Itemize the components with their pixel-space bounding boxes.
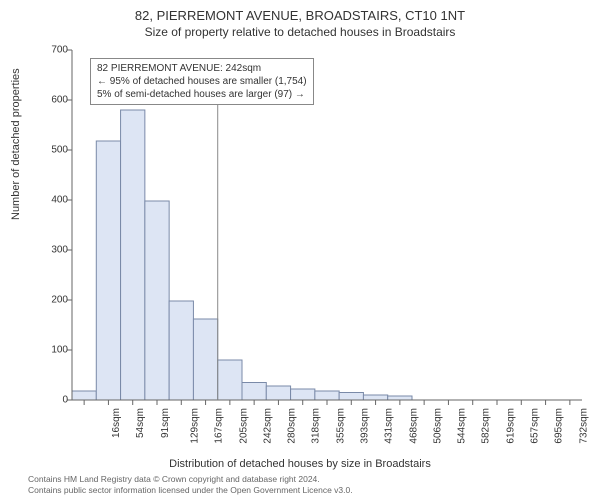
x-tick-label: 695sqm [554, 408, 565, 444]
y-tick-label: 600 [51, 95, 68, 106]
annotation-line1: 82 PIERREMONT AVENUE: 242sqm [97, 62, 307, 75]
y-tick-label: 300 [51, 245, 68, 256]
x-tick-label: 468sqm [408, 408, 419, 444]
x-tick-label: 732sqm [578, 408, 589, 444]
y-tick-label: 0 [62, 395, 68, 406]
x-tick-label: 657sqm [530, 408, 541, 444]
x-tick-label: 544sqm [457, 408, 468, 444]
x-tick-label: 355sqm [335, 408, 346, 444]
y-tick-label: 500 [51, 145, 68, 156]
x-tick-label: 280sqm [287, 408, 298, 444]
y-tick-label: 100 [51, 345, 68, 356]
footer-attribution: Contains HM Land Registry data © Crown c… [28, 474, 353, 496]
x-axis-label: Distribution of detached houses by size … [0, 458, 600, 470]
annotation-box: 82 PIERREMONT AVENUE: 242sqm ← 95% of de… [90, 58, 314, 105]
x-tick-label: 619sqm [505, 408, 516, 444]
y-tick-label: 400 [51, 195, 68, 206]
x-tick-label: 393sqm [360, 408, 371, 444]
x-tick-label: 242sqm [262, 408, 273, 444]
annotation-line2: ← 95% of detached houses are smaller (1,… [97, 75, 307, 88]
footer-line1: Contains HM Land Registry data © Crown c… [28, 474, 353, 485]
y-tick-label: 700 [51, 45, 68, 56]
annotation-line3: 5% of semi-detached houses are larger (9… [97, 88, 307, 101]
x-tick-label: 205sqm [238, 408, 249, 444]
x-tick-label: 91sqm [160, 408, 171, 438]
x-tick-label: 506sqm [432, 408, 443, 444]
x-tick-label: 167sqm [214, 408, 225, 444]
x-tick-label: 582sqm [481, 408, 492, 444]
x-tick-label: 129sqm [190, 408, 201, 444]
footer-line2: Contains public sector information licen… [28, 485, 353, 496]
y-tick-label: 200 [51, 295, 68, 306]
x-tick-label: 318sqm [311, 408, 322, 444]
x-tick-label: 431sqm [384, 408, 395, 444]
x-tick-label: 54sqm [135, 408, 146, 438]
chart-container: 82, PIERREMONT AVENUE, BROADSTAIRS, CT10… [0, 0, 600, 500]
x-tick-label: 16sqm [111, 408, 122, 438]
